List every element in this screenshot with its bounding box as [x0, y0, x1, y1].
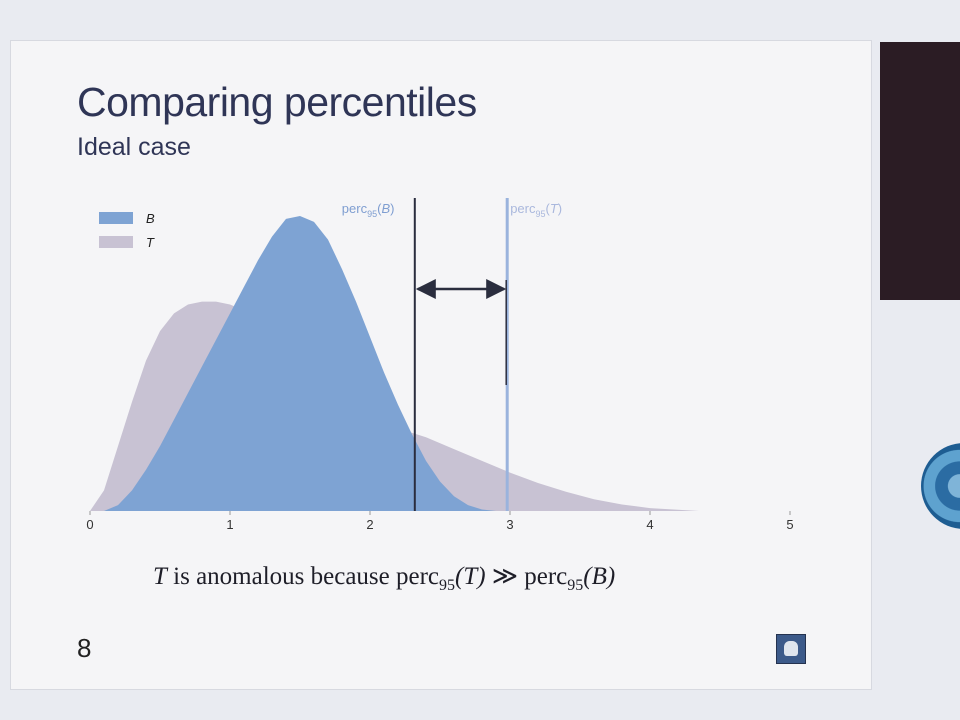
slide-subtitle: Ideal case: [77, 133, 191, 161]
x-tick-label-4: 4: [646, 517, 653, 532]
series-B-area: [104, 216, 496, 511]
legend-label-B: B: [146, 211, 155, 226]
caption-relation: ≫ perc: [485, 563, 568, 590]
x-tick-label-3: 3: [506, 517, 513, 532]
caption-sub-2: 95: [567, 577, 584, 594]
legend-swatch-T: [99, 236, 133, 248]
x-tick-label-0: 0: [86, 517, 93, 532]
slide-title: Comparing percentiles: [77, 79, 477, 125]
caption-variable: T: [153, 563, 167, 590]
side-panel: [880, 42, 960, 300]
caption-arg-1: (T): [455, 563, 486, 590]
x-tick-label-5: 5: [786, 517, 793, 532]
caption-text: is anomalous because perc: [166, 563, 440, 590]
percentile-label-B: perc95(B): [342, 201, 395, 219]
legend-label-T: T: [146, 235, 155, 250]
caption-arg-2: (B): [583, 563, 616, 590]
x-tick-label-2: 2: [366, 517, 373, 532]
legend-swatch-B: [99, 212, 133, 224]
slide-number: 8: [77, 633, 92, 663]
slide-caption: T is anomalous because perc95(T) ≫ perc9…: [153, 561, 615, 595]
x-tick-label-1: 1: [226, 517, 233, 532]
mascot-logo-icon: [776, 634, 806, 664]
percentile-label-T: perc95(T): [510, 201, 562, 219]
caption-sub-1: 95: [439, 577, 456, 594]
